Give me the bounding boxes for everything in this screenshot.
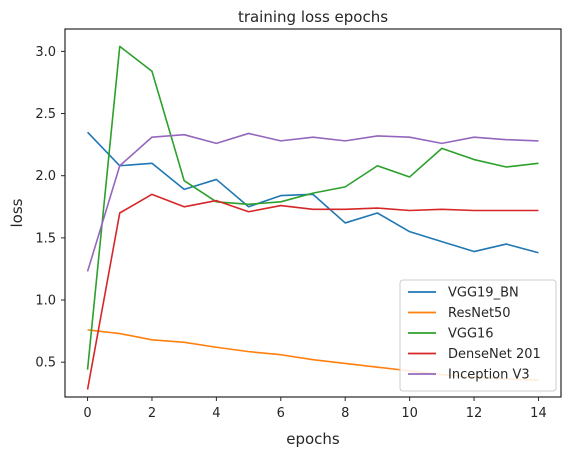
legend-label: DenseNet 201 xyxy=(448,347,541,362)
x-tick-label: 14 xyxy=(530,406,547,421)
plot-area xyxy=(86,45,539,390)
legend-item: VGG16 xyxy=(408,327,494,342)
series-line-vgg19-bn xyxy=(86,131,539,254)
y-tick-label: 2.0 xyxy=(35,169,56,184)
legend-label: ResNet50 xyxy=(448,306,511,321)
legend-label: VGG16 xyxy=(448,327,494,342)
y-axis-ticks: 0.5 1.0 1.5 2.0 2.5 3.0 xyxy=(35,45,65,371)
x-tick-label: 4 xyxy=(212,406,220,421)
y-tick-label: 3.0 xyxy=(35,45,56,60)
x-tick-label: 12 xyxy=(466,406,483,421)
legend-label: VGG19_BN xyxy=(448,286,519,301)
y-tick-label: 0.5 xyxy=(35,356,56,371)
series-line-inception-v3 xyxy=(86,132,539,272)
y-tick-label: 1.0 xyxy=(35,294,56,309)
y-axis-label: loss xyxy=(8,198,26,227)
y-tick-label: 1.5 xyxy=(35,231,56,246)
legend-item: Inception V3 xyxy=(408,368,530,383)
x-tick-label: 0 xyxy=(83,406,91,421)
x-axis-label: epochs xyxy=(286,430,340,448)
x-tick-label: 6 xyxy=(277,406,285,421)
x-tick-label: 2 xyxy=(148,406,156,421)
legend-item: DenseNet 201 xyxy=(408,347,541,362)
legend: VGG19_BN ResNet50 VGG16 DenseNet 201 Incepti… xyxy=(399,279,557,392)
series-line-vgg16 xyxy=(86,45,539,370)
x-axis-ticks: 0 2 4 6 8 10 12 14 xyxy=(83,397,547,421)
chart-title: training loss epochs xyxy=(238,8,388,26)
legend-box xyxy=(399,279,557,392)
x-tick-label: 10 xyxy=(401,406,418,421)
series-line-densenet-201 xyxy=(86,193,539,390)
x-tick-label: 8 xyxy=(341,406,349,421)
legend-item: VGG19_BN xyxy=(408,286,519,301)
legend-label: Inception V3 xyxy=(448,368,530,383)
y-tick-label: 2.5 xyxy=(35,107,56,122)
legend-item: ResNet50 xyxy=(408,306,511,321)
plot-frame xyxy=(64,28,562,398)
